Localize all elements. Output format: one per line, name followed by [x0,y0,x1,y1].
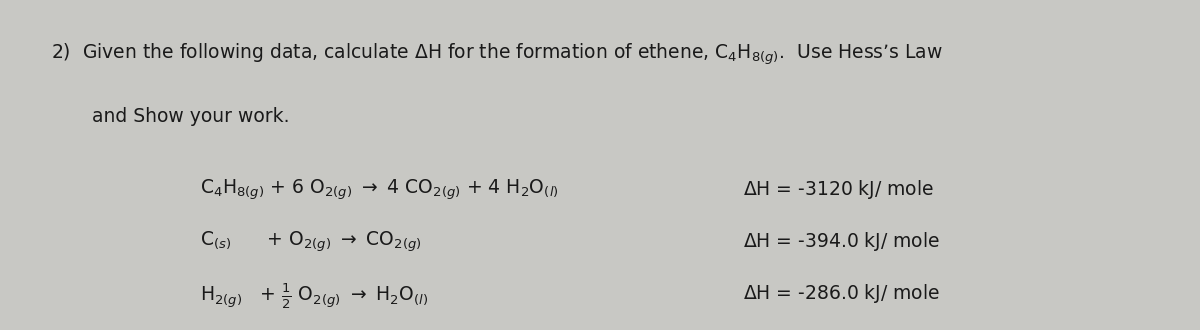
Text: C$_{(s)}$      + O$_{2(g)}$ $\rightarrow$ CO$_{2(g)}$: C$_{(s)}$ + O$_{2(g)}$ $\rightarrow$ CO$… [200,230,421,254]
Text: $\Delta$H = -286.0 kJ/ mole: $\Delta$H = -286.0 kJ/ mole [743,282,941,305]
Text: H$_{2(g)}$   + $\frac{1}{2}$ O$_{2(g)}$ $\rightarrow$ H$_2$O$_{(l)}$: H$_{2(g)}$ + $\frac{1}{2}$ O$_{2(g)}$ $\… [200,282,428,311]
Text: 2)  Given the following data, calculate $\Delta$H for the formation of ethene, C: 2) Given the following data, calculate $… [50,42,942,67]
Text: and Show your work.: and Show your work. [92,107,290,126]
Text: $\Delta$H = -394.0 kJ/ mole: $\Delta$H = -394.0 kJ/ mole [743,230,941,253]
Text: C$_4$H$_{8(g)}$ + 6 O$_{2(g)}$ $\rightarrow$ 4 CO$_{2(g)}$ + 4 H$_2$O$_{(l)}$: C$_4$H$_{8(g)}$ + 6 O$_{2(g)}$ $\rightar… [200,178,558,203]
Text: $\Delta$H = -3120 kJ/ mole: $\Delta$H = -3120 kJ/ mole [743,178,935,201]
